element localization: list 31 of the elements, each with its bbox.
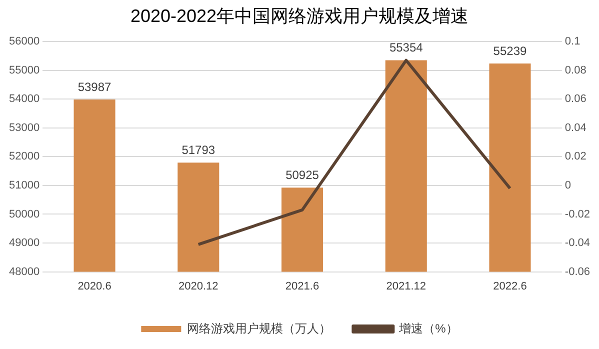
data-label: 53987 <box>78 80 112 94</box>
y-tick-label: 51000 <box>8 180 40 192</box>
y2-tick-label: 0.02 <box>564 150 586 163</box>
y-tick-label: 54000 <box>8 93 40 106</box>
data-label: 50925 <box>286 168 320 182</box>
y2-tick-label: 0.08 <box>564 64 586 76</box>
y2-tick-label: -0.02 <box>564 208 590 220</box>
y-tick-label: 53000 <box>8 122 40 134</box>
y2-tick-label: 0.1 <box>564 36 580 48</box>
data-label: 55354 <box>389 40 424 54</box>
y-tick-label: 49000 <box>8 237 40 250</box>
x-tick-label: 2021.6 <box>285 280 320 292</box>
y2-tick-label: 0.04 <box>564 122 586 134</box>
x-tick-label: 2020.12 <box>178 280 218 292</box>
y-tick-label: 52000 <box>8 150 40 163</box>
data-label: 55239 <box>493 44 527 58</box>
chart-title: 2020-2022年中国网络游戏用户规模及增速 <box>130 6 469 26</box>
y2-tick-label: -0.04 <box>564 237 590 250</box>
x-tick-label: 2022.6 <box>493 280 527 292</box>
x-tick-label: 2020.6 <box>78 280 112 292</box>
legend-label: 网络游戏用户规模（万人） <box>187 321 332 336</box>
legend-label: 增速（%） <box>398 321 458 336</box>
x-tick-label: 2021.12 <box>386 280 426 292</box>
y-tick-label: 50000 <box>8 208 40 220</box>
y2-tick-label: 0.06 <box>564 93 586 106</box>
y-tick-label: 55000 <box>8 64 40 76</box>
data-label: 51793 <box>182 142 216 157</box>
y-tick-label: 56000 <box>8 36 40 48</box>
y2-tick-label: 0 <box>564 180 572 192</box>
y2-tick-label: -0.06 <box>564 266 590 278</box>
y-tick-label: 48000 <box>8 266 40 278</box>
